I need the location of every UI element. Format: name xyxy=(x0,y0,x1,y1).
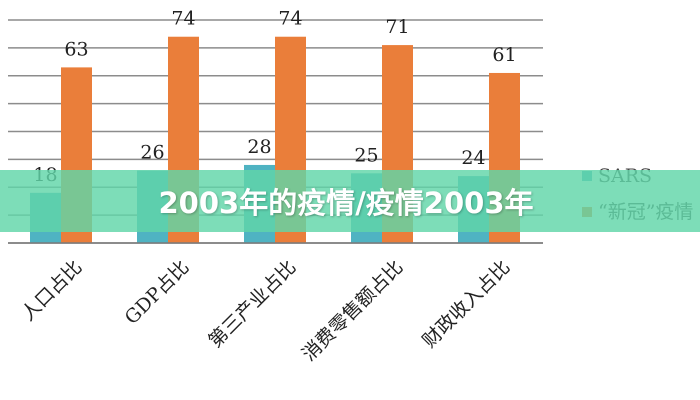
x-tick-label: 财政收入占比 xyxy=(418,256,514,352)
data-label: 61 xyxy=(492,44,516,66)
x-tick-label: GDP占比 xyxy=(121,256,194,329)
banner-title: 2003年的疫情/疫情2003年 xyxy=(158,186,534,220)
data-label: 28 xyxy=(247,136,271,158)
data-label: 71 xyxy=(385,16,409,38)
title-banner: 2003年的疫情/疫情2003年 xyxy=(0,170,700,232)
data-label: 26 xyxy=(140,142,164,164)
x-tick-label: 消费零售额占比 xyxy=(298,256,408,366)
data-label: 74 xyxy=(171,8,195,30)
x-tick-label: 人口占比 xyxy=(17,256,86,325)
data-label: 25 xyxy=(354,144,378,166)
x-tick-label: 第三产业占比 xyxy=(204,256,300,352)
data-label: 74 xyxy=(278,8,302,30)
data-label: 63 xyxy=(64,38,88,60)
data-label: 24 xyxy=(461,147,485,169)
